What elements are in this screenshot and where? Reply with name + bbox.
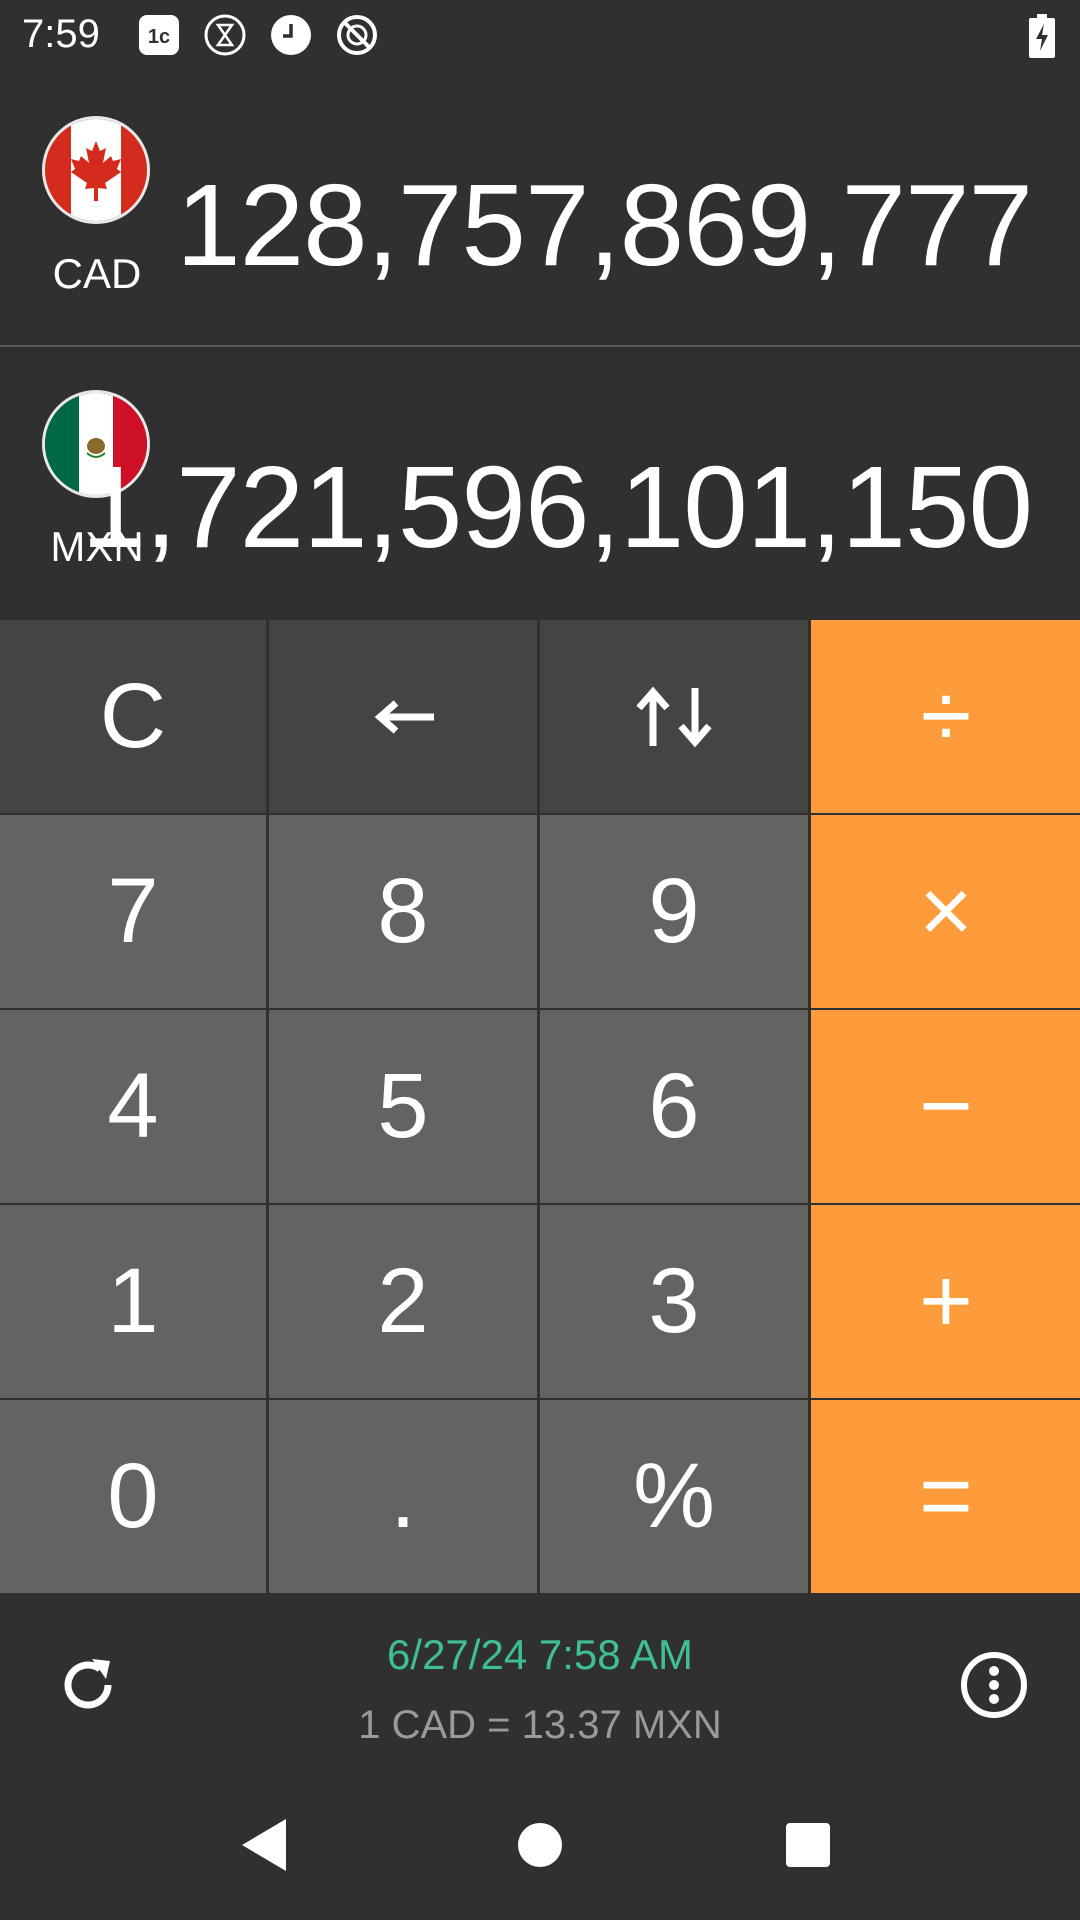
to-currency-row[interactable]: MXN 1,721,596,101,150 — [0, 348, 1080, 616]
percent-button[interactable]: % — [540, 1400, 808, 1593]
from-currency-amount: 128,757,869,777 — [176, 160, 1033, 290]
digit-9-button[interactable]: 9 — [540, 815, 808, 1008]
backspace-arrow-icon — [374, 699, 434, 734]
swap-arrows-icon — [636, 686, 712, 747]
from-currency-code[interactable]: CAD — [52, 250, 142, 297]
home-nav-icon[interactable] — [510, 1815, 570, 1875]
navigation-bar — [0, 1775, 1080, 1920]
svg-text:1c: 1c — [148, 26, 170, 48]
divide-button[interactable]: ÷ — [811, 620, 1080, 813]
status-time: 7:59 — [22, 12, 100, 56]
status-bar: 7:59 1c — [0, 0, 1080, 72]
to-currency-amount: 1,721,596,101,150 — [81, 442, 1033, 572]
more-options-icon[interactable] — [960, 1651, 1028, 1719]
exchange-rate-text: 1 CAD = 13.37 MXN — [358, 1703, 722, 1747]
hourglass-icon — [204, 14, 246, 56]
digit-1-button[interactable]: 1 — [0, 1205, 266, 1398]
digit-0-button[interactable]: 0 — [0, 1400, 266, 1593]
digit-5-button[interactable]: 5 — [269, 1010, 537, 1203]
multiply-button[interactable]: × — [811, 815, 1080, 1008]
subtract-button[interactable]: − — [811, 1010, 1080, 1203]
canada-flag-icon[interactable] — [42, 116, 150, 224]
clock-icon — [271, 15, 311, 55]
do-not-disturb-icon — [337, 15, 377, 55]
last-updated-timestamp: 6/27/24 7:58 AM — [387, 1631, 693, 1678]
add-button[interactable]: + — [811, 1205, 1080, 1398]
backspace-button[interactable] — [269, 620, 537, 813]
decimal-button[interactable]: . — [269, 1400, 537, 1593]
digit-8-button[interactable]: 8 — [269, 815, 537, 1008]
digit-6-button[interactable]: 6 — [540, 1010, 808, 1203]
refresh-icon[interactable] — [58, 1655, 118, 1715]
battery-charging-icon — [1029, 14, 1055, 58]
recents-nav-icon[interactable] — [778, 1815, 838, 1875]
digit-7-button[interactable]: 7 — [0, 815, 266, 1008]
equals-button[interactable]: = — [811, 1400, 1080, 1593]
digit-2-button[interactable]: 2 — [269, 1205, 537, 1398]
digit-3-button[interactable]: 3 — [540, 1205, 808, 1398]
back-nav-icon[interactable] — [236, 1815, 296, 1875]
row-divider — [0, 345, 1080, 347]
to-currency-code[interactable]: MXN — [50, 523, 144, 570]
rate-info-bar: 6/27/24 7:58 AM 1 CAD = 13.37 MXN — [0, 1595, 1080, 1775]
swap-currencies-button[interactable] — [540, 620, 808, 813]
clear-button[interactable]: C — [0, 620, 266, 813]
digit-4-button[interactable]: 4 — [0, 1010, 266, 1203]
keypad: C ÷ 7 8 9 × 4 5 6 − 1 2 3 + 0 . % = — [0, 620, 1080, 1593]
1c-app-icon: 1c — [139, 15, 179, 55]
from-currency-row[interactable]: CAD 128,757,869,777 — [0, 100, 1080, 345]
